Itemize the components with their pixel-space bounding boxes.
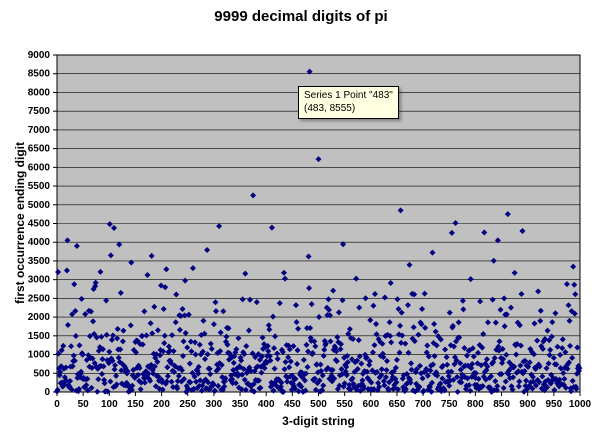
svg-text:550: 550 bbox=[336, 399, 353, 410]
svg-text:800: 800 bbox=[467, 399, 484, 410]
data-points[interactable] bbox=[54, 68, 583, 395]
svg-text:900: 900 bbox=[519, 399, 536, 410]
svg-text:0: 0 bbox=[54, 399, 60, 410]
svg-text:1500: 1500 bbox=[28, 331, 51, 342]
tooltip-line1: Series 1 Point "483" bbox=[304, 90, 393, 101]
svg-text:200: 200 bbox=[153, 399, 170, 410]
svg-text:8000: 8000 bbox=[28, 87, 51, 98]
svg-text:450: 450 bbox=[284, 399, 301, 410]
svg-text:850: 850 bbox=[493, 399, 510, 410]
svg-text:3500: 3500 bbox=[28, 256, 51, 267]
svg-text:600: 600 bbox=[362, 399, 379, 410]
svg-text:6000: 6000 bbox=[28, 162, 51, 173]
tick-labels: 0500100015002000250030003500400045005000… bbox=[28, 50, 592, 410]
y-axis-title: first occurrence ending digit bbox=[13, 141, 27, 305]
svg-text:5000: 5000 bbox=[28, 200, 51, 211]
svg-text:6500: 6500 bbox=[28, 144, 51, 155]
svg-text:350: 350 bbox=[232, 399, 249, 410]
tooltip-line2: (483, 8555) bbox=[304, 103, 356, 114]
svg-text:300: 300 bbox=[206, 399, 223, 410]
svg-text:750: 750 bbox=[441, 399, 458, 410]
x-axis-title: 3-digit string bbox=[282, 414, 355, 428]
svg-text:250: 250 bbox=[179, 399, 196, 410]
svg-text:4500: 4500 bbox=[28, 219, 51, 230]
svg-text:950: 950 bbox=[546, 399, 563, 410]
svg-text:1000: 1000 bbox=[28, 350, 51, 361]
svg-text:7000: 7000 bbox=[28, 125, 51, 136]
datapoint-tooltip: Series 1 Point "483" (483, 8555) bbox=[298, 86, 399, 119]
svg-text:7500: 7500 bbox=[28, 106, 51, 117]
svg-text:1000: 1000 bbox=[569, 399, 592, 410]
svg-text:150: 150 bbox=[127, 399, 144, 410]
svg-text:500: 500 bbox=[310, 399, 327, 410]
svg-text:500: 500 bbox=[33, 368, 50, 379]
svg-text:400: 400 bbox=[258, 399, 275, 410]
svg-text:2000: 2000 bbox=[28, 312, 51, 323]
chart-title: 9999 decimal digits of pi bbox=[214, 8, 388, 25]
svg-text:4000: 4000 bbox=[28, 237, 51, 248]
svg-text:3000: 3000 bbox=[28, 275, 51, 286]
svg-text:700: 700 bbox=[415, 399, 432, 410]
svg-text:8500: 8500 bbox=[28, 69, 51, 80]
svg-text:5500: 5500 bbox=[28, 181, 51, 192]
svg-text:650: 650 bbox=[389, 399, 406, 410]
svg-text:9000: 9000 bbox=[28, 50, 51, 61]
svg-text:0: 0 bbox=[44, 387, 50, 398]
svg-text:100: 100 bbox=[101, 399, 118, 410]
svg-text:50: 50 bbox=[78, 399, 90, 410]
svg-text:2500: 2500 bbox=[28, 293, 51, 304]
